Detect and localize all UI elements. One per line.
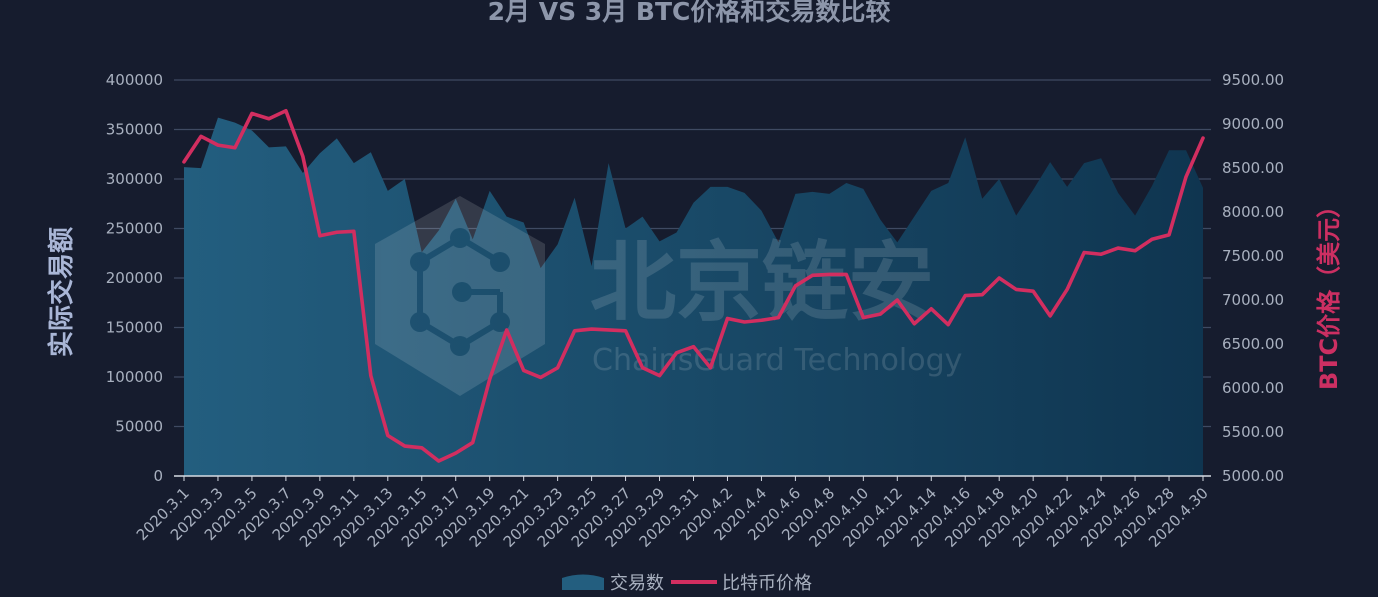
y-right-tick-label: 6000.00 (1222, 379, 1284, 397)
legend-area-swatch (562, 574, 604, 590)
y-right-tick-label: 5500.00 (1222, 423, 1284, 441)
y-right-tick-label: 6500.00 (1222, 335, 1284, 353)
y-right-tick-label: 9500.00 (1222, 71, 1284, 89)
y-left-tick-label: 100000 (106, 368, 163, 386)
y-left-tick-label: 150000 (106, 319, 163, 337)
y-left-tick-label: 200000 (106, 269, 163, 287)
y-right-tick-label: 8000.00 (1222, 203, 1284, 221)
y-right-tick-label: 8500.00 (1222, 159, 1284, 177)
y-right-tick-label: 7000.00 (1222, 291, 1284, 309)
area-series-transactions (184, 117, 1203, 477)
legend-line-label: 比特币价格 (722, 573, 812, 594)
y-left-tick-label: 0 (153, 467, 163, 485)
area-series-group (184, 117, 1203, 477)
y-right-tick-label: 7500.00 (1222, 247, 1284, 265)
watermark-subtitle: ChainsGuard Technology (592, 343, 962, 378)
line-series-group (182, 109, 1205, 463)
y-axis-right-label: BTC价格（美元） (1315, 194, 1343, 390)
axes: 0 50000 100000 150000 200000 250000 300000 3500… (106, 71, 1284, 551)
watermark-brand: 北京链安 (590, 233, 934, 333)
y-left-tick-label: 400000 (106, 71, 163, 89)
y-left-tick-label: 300000 (106, 170, 163, 188)
y-right-tick-label: 5000.00 (1222, 467, 1284, 485)
y-left-tick-label: 50000 (115, 418, 163, 436)
legend-area-label: 交易数 (610, 573, 664, 594)
y-axis-left-label: 实际交易额 (46, 227, 77, 357)
y-right-tick-label: 9000.00 (1222, 115, 1284, 133)
y-left-tick-label: 350000 (106, 121, 163, 139)
y-left-tick-label: 250000 (106, 220, 163, 238)
chart-title: 2月 VS 3月 BTC价格和交易数比较 (488, 0, 891, 26)
line-series-btc-price (182, 109, 1205, 463)
legend: 交易数 比特币价格 (562, 573, 812, 594)
